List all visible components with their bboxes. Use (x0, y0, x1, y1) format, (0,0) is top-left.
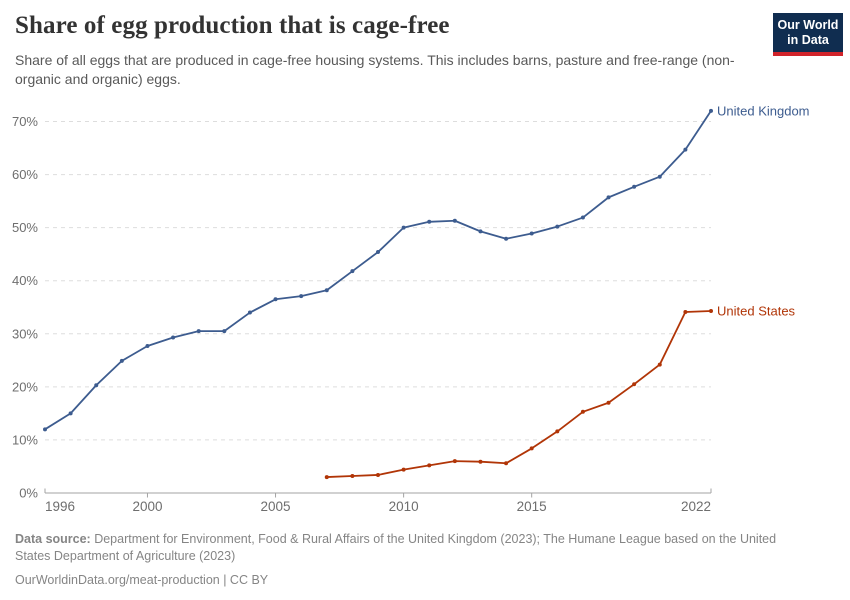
series-united-states[interactable]: United States (324, 303, 796, 480)
data-point-united-states-2014[interactable] (504, 461, 509, 466)
data-point-united-kingdom-2010[interactable] (401, 225, 406, 230)
series-label-united-states[interactable]: United States (717, 303, 796, 318)
data-point-united-states-2017[interactable] (580, 409, 585, 414)
data-point-united-kingdom-2006[interactable] (299, 294, 304, 299)
data-point-united-states-2009[interactable] (376, 472, 380, 477)
data-point-united-kingdom-2003[interactable] (222, 329, 227, 334)
data-point-united-kingdom-2017[interactable] (580, 215, 585, 220)
chart-title: Share of egg production that is cage-fre… (15, 12, 450, 39)
data-point-united-kingdom-2008[interactable] (350, 269, 355, 274)
x-axis-label-2000: 2000 (132, 499, 162, 514)
data-point-united-kingdom-2018[interactable] (606, 195, 611, 200)
y-axis-label-30: 30% (12, 326, 38, 341)
data-point-united-kingdom-2015[interactable] (529, 231, 534, 236)
chart-footer: Data source: Department for Environment,… (15, 531, 810, 589)
data-source-label: Data source: (15, 532, 91, 546)
data-point-united-states-2021[interactable] (683, 310, 688, 315)
chart-subtitle: Share of all eggs that are produced in c… (15, 52, 735, 87)
data-point-united-kingdom-2014[interactable] (504, 236, 509, 241)
owid-logo-line1: Our World (777, 18, 839, 32)
data-point-united-kingdom-2011[interactable] (427, 219, 432, 224)
data-point-united-kingdom-2013[interactable] (478, 229, 483, 234)
data-point-united-kingdom-2019[interactable] (632, 184, 637, 189)
series-line-united-states[interactable] (325, 310, 712, 478)
series-line-united-kingdom[interactable] (44, 109, 712, 431)
x-axis-label-2015: 2015 (517, 499, 547, 514)
data-point-united-states-2012[interactable] (452, 459, 457, 464)
y-axis-label-60: 60% (12, 167, 38, 182)
data-point-united-states-2022[interactable] (709, 308, 713, 313)
data-point-united-kingdom-2022[interactable] (709, 108, 713, 113)
data-source-text: Department for Environment, Food & Rural… (15, 532, 777, 563)
data-point-united-kingdom-1999[interactable] (119, 358, 124, 363)
data-point-united-kingdom-2002[interactable] (196, 329, 201, 334)
y-axis-label-20: 20% (12, 379, 38, 394)
data-point-united-states-2010[interactable] (401, 467, 406, 472)
data-point-united-kingdom-2012[interactable] (452, 218, 457, 223)
data-point-united-states-2016[interactable] (555, 429, 560, 434)
x-axis-label-2005: 2005 (261, 499, 291, 514)
owid-logo: Our World in Data (773, 13, 843, 56)
data-source-line: Data source: Department for Environment,… (15, 531, 810, 565)
data-point-united-states-2019[interactable] (632, 382, 637, 387)
x-axis-label-1996: 1996 (45, 499, 75, 514)
data-point-united-kingdom-2009[interactable] (376, 250, 380, 255)
data-point-united-kingdom-2004[interactable] (247, 310, 252, 315)
data-point-united-states-2020[interactable] (657, 362, 662, 367)
owid-logo-line2: in Data (787, 33, 829, 48)
data-point-united-kingdom-2001[interactable] (171, 335, 176, 340)
data-point-united-kingdom-2000[interactable] (145, 343, 150, 348)
data-point-united-kingdom-1997[interactable] (68, 411, 73, 416)
license-line: OurWorldinData.org/meat-production | CC … (15, 573, 269, 587)
y-axis-label-40: 40% (12, 273, 38, 288)
data-point-united-states-2007[interactable] (324, 475, 329, 480)
data-point-united-states-2008[interactable] (350, 474, 355, 479)
data-point-united-kingdom-2007[interactable] (324, 288, 329, 293)
y-axis-label-0: 0% (19, 486, 38, 501)
data-point-united-states-2011[interactable] (427, 463, 432, 468)
data-point-united-kingdom-2005[interactable] (273, 297, 278, 302)
data-point-united-states-2013[interactable] (478, 459, 483, 464)
data-point-united-kingdom-2021[interactable] (683, 147, 688, 152)
data-point-united-kingdom-2016[interactable] (555, 224, 560, 229)
y-axis-label-10: 10% (12, 432, 38, 447)
x-axis-label-2010: 2010 (389, 499, 419, 514)
data-point-united-states-2018[interactable] (606, 400, 611, 405)
data-point-united-kingdom-1998[interactable] (94, 383, 99, 388)
x-axis-label-2022: 2022 (681, 499, 711, 514)
data-point-united-kingdom-2020[interactable] (657, 174, 662, 179)
y-axis-label-70: 70% (12, 114, 38, 129)
data-point-united-kingdom-1996[interactable] (43, 427, 47, 432)
y-axis-label-50: 50% (12, 220, 38, 235)
series-label-united-kingdom[interactable]: United Kingdom (717, 103, 810, 118)
data-point-united-states-2015[interactable] (529, 446, 534, 451)
series-united-kingdom[interactable]: United Kingdom (43, 103, 810, 432)
